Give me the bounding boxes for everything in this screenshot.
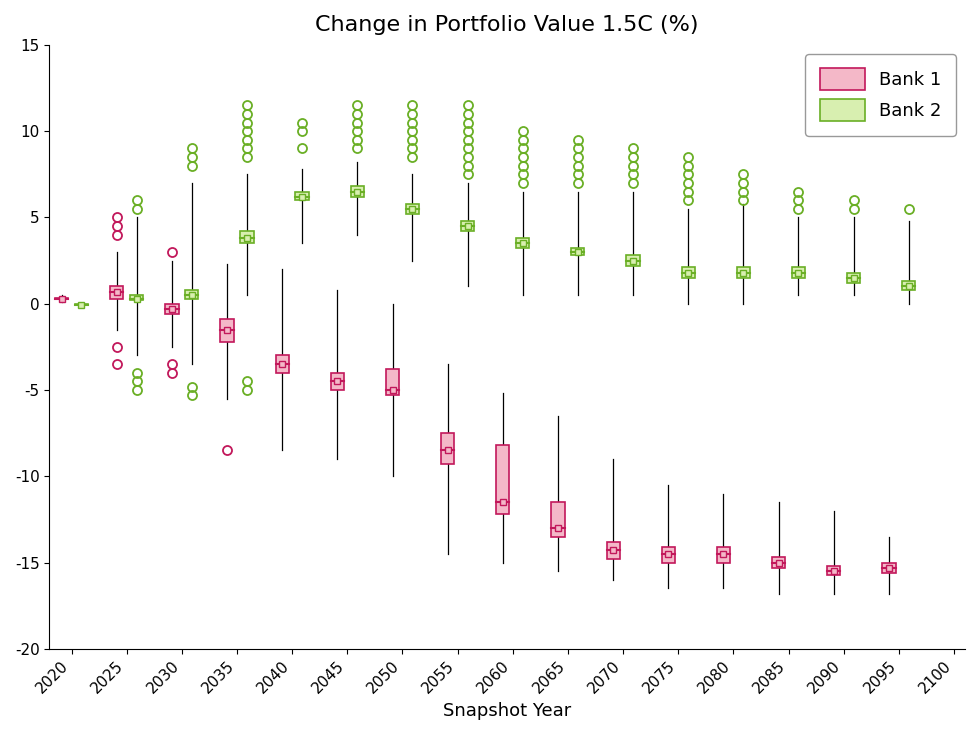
Bar xyxy=(662,547,675,562)
Bar xyxy=(330,373,344,390)
Bar xyxy=(681,268,695,278)
Bar xyxy=(496,445,510,514)
Bar xyxy=(827,566,841,575)
Bar xyxy=(220,319,233,342)
Title: Change in Portfolio Value 1.5C (%): Change in Portfolio Value 1.5C (%) xyxy=(316,15,699,35)
Bar xyxy=(882,562,896,573)
Bar xyxy=(847,273,860,283)
Bar xyxy=(626,255,640,266)
Bar xyxy=(571,248,584,255)
Bar xyxy=(240,232,254,243)
Bar xyxy=(351,187,364,197)
Bar xyxy=(110,287,123,298)
Bar xyxy=(607,542,619,559)
Bar xyxy=(295,192,309,200)
Bar xyxy=(461,221,474,232)
Bar xyxy=(516,238,529,248)
Legend: Bank 1, Bank 2: Bank 1, Bank 2 xyxy=(806,54,956,136)
Bar xyxy=(737,268,750,278)
Bar xyxy=(406,204,419,214)
Bar xyxy=(386,369,399,395)
Bar xyxy=(552,502,564,537)
Bar xyxy=(275,356,289,373)
Bar xyxy=(55,298,69,299)
Bar xyxy=(441,433,455,465)
Bar xyxy=(166,304,178,314)
Bar xyxy=(185,290,198,298)
Bar xyxy=(792,268,805,278)
Bar xyxy=(74,304,88,306)
X-axis label: Snapshot Year: Snapshot Year xyxy=(443,702,571,720)
Bar xyxy=(903,282,915,290)
Bar xyxy=(716,547,730,562)
Bar xyxy=(772,557,785,567)
Bar xyxy=(130,295,143,301)
